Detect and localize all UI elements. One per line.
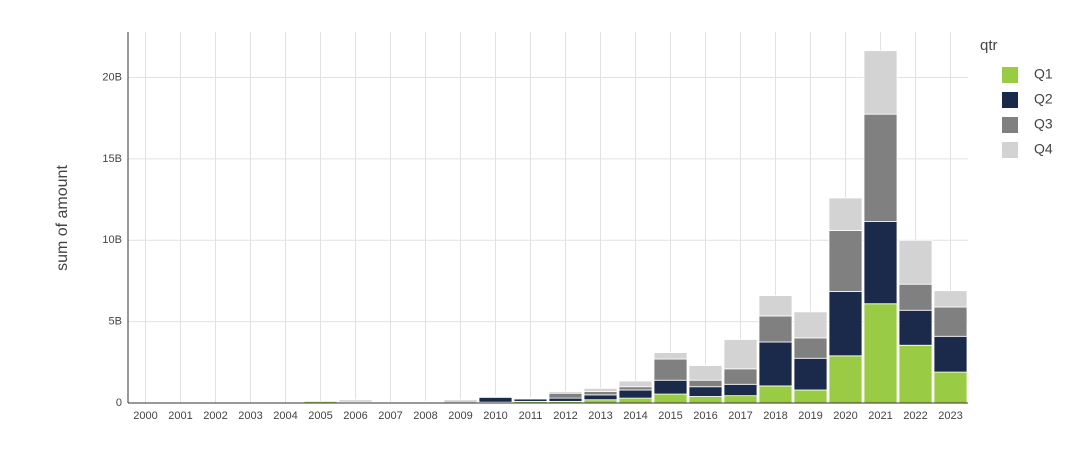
bar-segment (793, 389, 828, 404)
bar-segment (898, 309, 933, 346)
bar-segment (828, 291, 863, 357)
bar-segment (898, 283, 933, 311)
bar-segment (618, 389, 653, 399)
bar-segment (758, 315, 793, 343)
x-tick-label: 2013 (588, 410, 612, 422)
bar-segment (863, 221, 898, 305)
y-tick-label: 20B (102, 71, 122, 83)
x-tick-label: 2015 (658, 410, 682, 422)
x-tick-label: 2000 (133, 410, 157, 422)
bar-segment (933, 290, 968, 308)
x-tick-label: 2009 (448, 410, 472, 422)
x-tick-label: 2022 (903, 410, 927, 422)
bar-segment (548, 391, 583, 394)
x-tick-label: 2001 (168, 410, 192, 422)
bar-segment (688, 386, 723, 397)
bar-segment (758, 341, 793, 387)
bar-segment (513, 396, 548, 399)
x-tick-label: 2017 (728, 410, 752, 422)
x-tick-label: 2014 (623, 410, 647, 422)
x-tick-label: 2005 (308, 410, 332, 422)
x-tick-label: 2012 (553, 410, 577, 422)
y-axis-label: sum of amount (54, 165, 71, 271)
bar-segment (793, 357, 828, 391)
bar-segment (478, 395, 513, 397)
x-tick-label: 2006 (343, 410, 367, 422)
bar-segment (723, 383, 758, 397)
bar-segment (583, 394, 618, 401)
bar-segment (793, 337, 828, 359)
bar-segment (653, 358, 688, 381)
bar-segment (653, 352, 688, 360)
x-tick-label: 2010 (483, 410, 507, 422)
bar-segment (688, 379, 723, 388)
bar-segment (933, 306, 968, 337)
x-tick-label: 2023 (938, 410, 962, 422)
legend-swatch (1002, 92, 1018, 108)
legend-label: Q4 (1034, 141, 1053, 157)
bar-segment (618, 397, 653, 404)
bar-segment (338, 399, 373, 403)
bar-segment (898, 239, 933, 285)
bar-segment (618, 380, 653, 388)
legend-title: qtr (980, 37, 998, 54)
bar-segment (653, 379, 688, 395)
bar-segment (863, 113, 898, 222)
bar-segment (583, 391, 618, 396)
bar-segment (723, 339, 758, 370)
x-tick-label: 2008 (413, 410, 437, 422)
x-tick-label: 2003 (238, 410, 262, 422)
y-tick-label: 15B (102, 153, 122, 165)
x-tick-label: 2021 (868, 410, 892, 422)
bar-segment (618, 386, 653, 391)
legend-swatch (1002, 117, 1018, 133)
y-tick-label: 10B (102, 234, 122, 246)
bar-segment (758, 295, 793, 317)
x-tick-label: 2004 (273, 410, 297, 422)
x-tick-label: 2007 (378, 410, 402, 422)
bar-segment (828, 230, 863, 292)
bar-segment (898, 344, 933, 404)
bar-segment (653, 393, 688, 404)
x-tick-label: 2019 (798, 410, 822, 422)
bar-segment (933, 335, 968, 373)
y-tick-label: 0 (116, 397, 122, 409)
legend-swatch (1002, 67, 1018, 83)
bar-segment (863, 50, 898, 115)
legend-label: Q2 (1034, 91, 1053, 107)
x-tick-label: 2020 (833, 410, 857, 422)
bar-segment (863, 303, 898, 404)
legend-swatch (1002, 142, 1018, 158)
bar-segment (758, 385, 793, 404)
legend-label: Q1 (1034, 66, 1053, 82)
bar-segment (548, 397, 583, 402)
bar-segment (548, 392, 583, 399)
bar-segment (688, 365, 723, 381)
bar-segment (688, 396, 723, 404)
x-tick-label: 2018 (763, 410, 787, 422)
bar-segment (723, 368, 758, 385)
bar-segment (828, 355, 863, 404)
legend-label: Q3 (1034, 116, 1053, 132)
bar-segment (793, 311, 828, 339)
y-tick-label: 5B (109, 316, 122, 328)
x-tick-label: 2002 (203, 410, 227, 422)
bar-segment (933, 371, 968, 404)
x-tick-label: 2011 (519, 410, 543, 422)
x-tick-label: 2016 (693, 410, 717, 422)
bar-segment (408, 400, 443, 403)
bar-segment (723, 395, 758, 404)
bar-segment (828, 197, 863, 231)
bar-segment (583, 387, 618, 393)
bar-segment (478, 396, 513, 403)
